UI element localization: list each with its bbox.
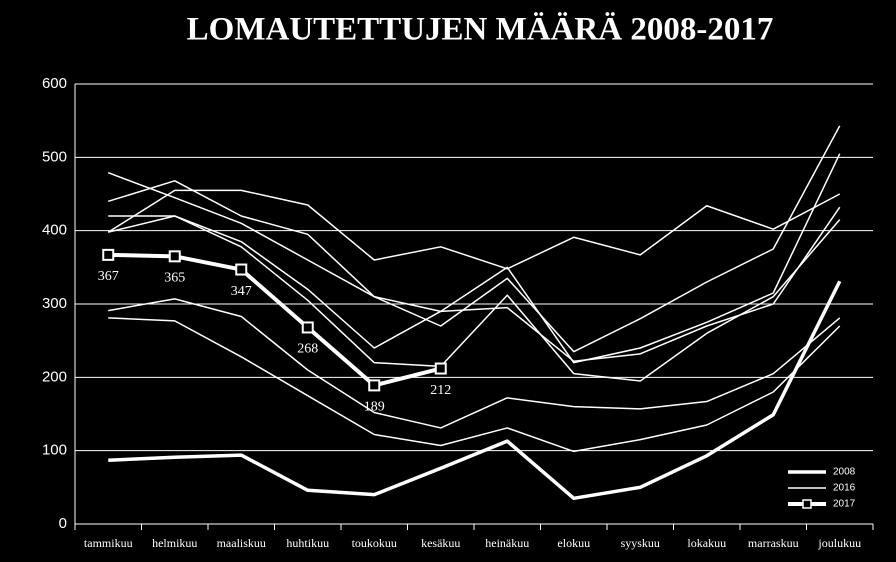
chart-title: LOMAUTETTUJEN MÄÄRÄ 2008-2017 (187, 12, 774, 48)
x-tick-label: elokuu (557, 536, 590, 550)
x-tick-label: tammikuu (84, 536, 133, 550)
series-line (107, 125, 841, 353)
data-label: 367 (98, 269, 119, 284)
data-label: 365 (164, 271, 185, 286)
data-point (102, 248, 115, 261)
series-line (108, 317, 841, 453)
legend-label: 2008 (833, 467, 856, 478)
data-label: 268 (297, 342, 318, 357)
data-label: 347 (231, 284, 252, 299)
x-tick-label: syyskuu (621, 536, 660, 550)
series-line (107, 189, 841, 270)
data-point (235, 263, 248, 276)
series-line (108, 298, 841, 429)
y-tick-label: 400 (42, 222, 67, 239)
data-point (168, 250, 181, 263)
data-label: 189 (364, 400, 385, 415)
y-tick-label: 300 (42, 295, 67, 312)
x-tick-label: kesäkuu (421, 536, 460, 550)
y-tick-label: 200 (42, 368, 67, 385)
series-line (108, 206, 841, 362)
x-tick-label: maaliskuu (217, 536, 266, 550)
x-tick-label: toukokuu (352, 536, 397, 550)
data-point (301, 321, 314, 334)
x-tick-label: joulukuu (817, 536, 861, 550)
legend-label: 2017 (833, 499, 856, 510)
x-tick-label: huhtikuu (286, 536, 329, 550)
legend-label: 2016 (833, 483, 856, 494)
y-tick-label: 500 (42, 148, 67, 165)
x-tick-label: marraskuu (748, 536, 799, 550)
series-line (108, 280, 842, 501)
x-tick-label: lokakuu (687, 536, 726, 550)
x-tick-label: helmikuu (152, 536, 197, 550)
series-line (108, 153, 841, 364)
y-tick-label: 600 (42, 75, 67, 92)
x-tick-label: heinäkuu (485, 536, 529, 550)
series-line (108, 215, 841, 382)
series-line (108, 252, 442, 388)
y-tick-label: 100 (42, 442, 67, 459)
legend-marker (802, 499, 812, 509)
y-tick-label: 0 (59, 515, 67, 532)
data-point (368, 379, 381, 392)
data-label: 212 (430, 383, 451, 398)
data-point (434, 362, 447, 375)
